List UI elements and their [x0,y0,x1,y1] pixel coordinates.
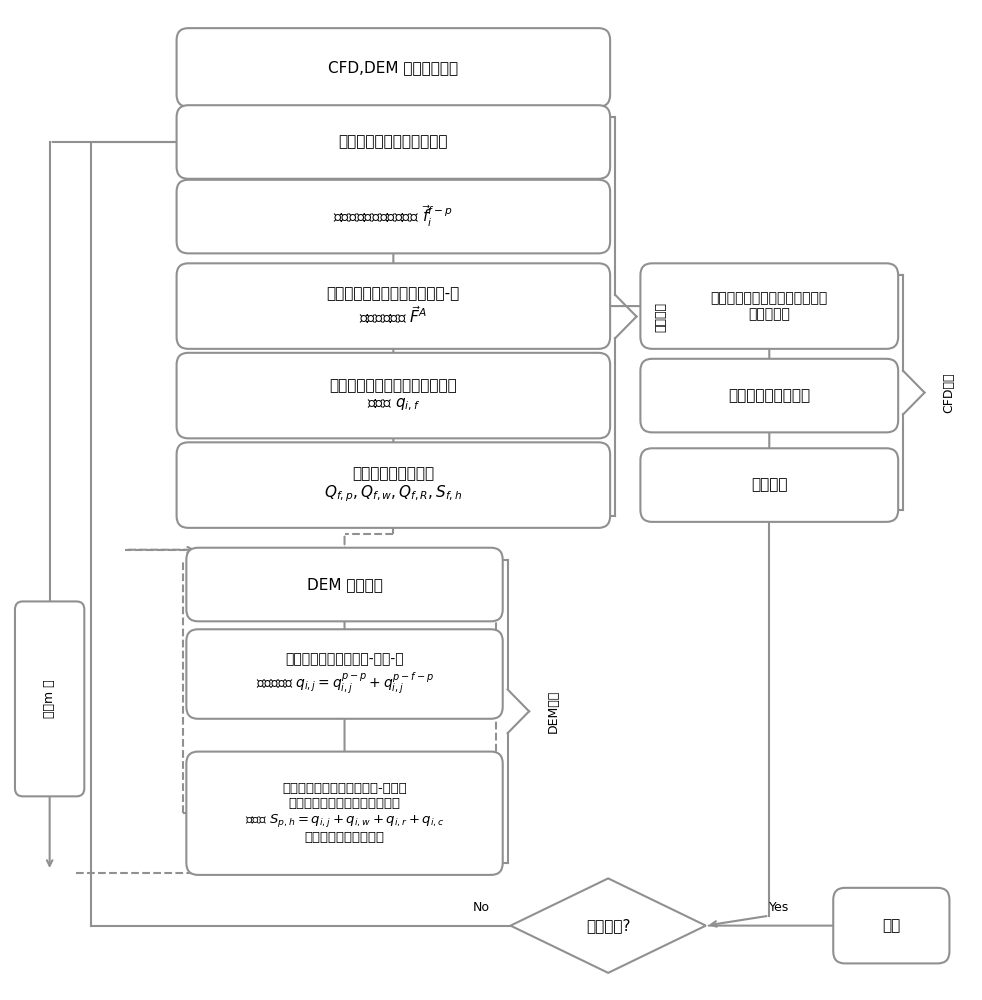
FancyBboxPatch shape [177,263,610,349]
FancyBboxPatch shape [177,353,610,438]
Text: Yes: Yes [769,901,790,914]
FancyBboxPatch shape [187,548,503,621]
FancyBboxPatch shape [177,442,610,528]
Text: 计算时间?: 计算时间? [586,918,630,933]
Text: 计算每个流体单元中体积流体-颗
粒相互作用力 $\vec{F}^A$: 计算每个流体单元中体积流体-颗 粒相互作用力 $\vec{F}^A$ [327,286,460,326]
Text: 计算流体对颗粒的作用力 $\vec{f}_i^{f-p}$: 计算流体对颗粒的作用力 $\vec{f}_i^{f-p}$ [334,204,454,229]
Text: 计算流体相控制方程获得流体速
度及压力场: 计算流体相控制方程获得流体速 度及压力场 [711,291,828,321]
Text: CFD模块: CFD模块 [943,372,955,413]
Text: DEM模块: DEM模块 [547,690,560,733]
FancyBboxPatch shape [187,629,503,719]
FancyBboxPatch shape [640,263,899,349]
Text: 计算所有颗粒与周围流体间对流
换热量 $q_{i,f}$: 计算所有颗粒与周围流体间对流 换热量 $q_{i,f}$ [330,378,458,413]
Text: 迭代m 次: 迭代m 次 [43,680,56,718]
Text: No: No [472,901,490,914]
FancyBboxPatch shape [177,105,610,179]
FancyBboxPatch shape [187,752,503,875]
Polygon shape [511,878,706,973]
Text: 耦合模块: 耦合模块 [654,302,668,332]
FancyBboxPatch shape [640,359,899,432]
Text: 计算每个流体单元内孔隙率: 计算每个流体单元内孔隙率 [339,134,448,149]
FancyBboxPatch shape [177,180,610,253]
FancyBboxPatch shape [834,888,950,963]
Text: 计算所有颗粒热源相中颗粒-颗粒，
颗粒壁面，热辐射，颗粒自身换
热总和 $S_{p,h}=q_{i,j}+q_{i,w}+q_{i,r}+q_{i,c}$
并求: 计算所有颗粒热源相中颗粒-颗粒， 颗粒壁面，热辐射，颗粒自身换 热总和 $S_{… [245,782,444,844]
Text: 计算流体相能量方程: 计算流体相能量方程 [729,388,810,403]
Text: 结束: 结束 [882,918,900,933]
Text: 计算颗粒与颗粒、颗粒-流体-颗
粒间换热量 $q_{i,j}=q_{i,j}^{p-p}+q_{i,j}^{p-f-p}$: 计算颗粒与颗粒、颗粒-流体-颗 粒间换热量 $q_{i,j}=q_{i,j}^{… [255,652,433,696]
Text: 结果输出: 结果输出 [751,478,788,493]
FancyBboxPatch shape [177,28,610,107]
FancyBboxPatch shape [15,601,84,796]
Text: 计算所有流体单元中
$Q_{f,p},Q_{f,w},Q_{f,R},S_{f,h}$: 计算所有流体单元中 $Q_{f,p},Q_{f,w},Q_{f,R},S_{f,… [324,466,463,504]
Text: CFD,DEM 及耦合初始化: CFD,DEM 及耦合初始化 [328,60,459,75]
FancyBboxPatch shape [640,448,899,522]
Text: DEM 迭代循环: DEM 迭代循环 [306,577,382,592]
